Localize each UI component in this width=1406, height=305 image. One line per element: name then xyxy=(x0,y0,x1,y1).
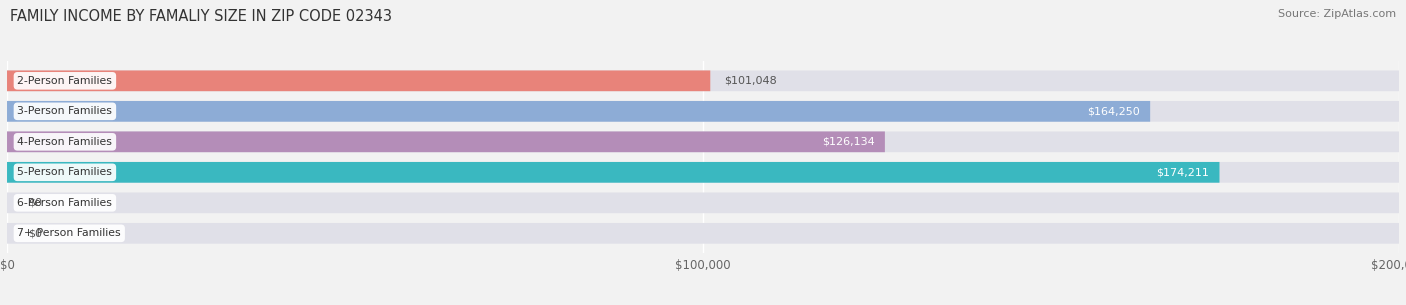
FancyBboxPatch shape xyxy=(7,223,1399,244)
FancyBboxPatch shape xyxy=(7,70,1399,91)
FancyBboxPatch shape xyxy=(7,192,1399,213)
Text: $0: $0 xyxy=(28,228,42,238)
Text: $174,211: $174,211 xyxy=(1156,167,1209,177)
Text: 5-Person Families: 5-Person Families xyxy=(17,167,112,177)
Text: 3-Person Families: 3-Person Families xyxy=(17,106,112,116)
Text: Source: ZipAtlas.com: Source: ZipAtlas.com xyxy=(1278,9,1396,19)
FancyBboxPatch shape xyxy=(7,101,1150,122)
Text: $101,048: $101,048 xyxy=(724,76,778,86)
FancyBboxPatch shape xyxy=(7,162,1399,183)
FancyBboxPatch shape xyxy=(7,70,710,91)
FancyBboxPatch shape xyxy=(7,131,884,152)
FancyBboxPatch shape xyxy=(7,101,1399,122)
Text: $126,134: $126,134 xyxy=(821,137,875,147)
Text: 6-Person Families: 6-Person Families xyxy=(17,198,112,208)
Text: 7+ Person Families: 7+ Person Families xyxy=(17,228,121,238)
Text: $164,250: $164,250 xyxy=(1087,106,1140,116)
FancyBboxPatch shape xyxy=(7,162,1219,183)
Text: FAMILY INCOME BY FAMALIY SIZE IN ZIP CODE 02343: FAMILY INCOME BY FAMALIY SIZE IN ZIP COD… xyxy=(10,9,392,24)
Text: $0: $0 xyxy=(28,198,42,208)
Text: 4-Person Families: 4-Person Families xyxy=(17,137,112,147)
FancyBboxPatch shape xyxy=(7,131,1399,152)
Text: 2-Person Families: 2-Person Families xyxy=(17,76,112,86)
